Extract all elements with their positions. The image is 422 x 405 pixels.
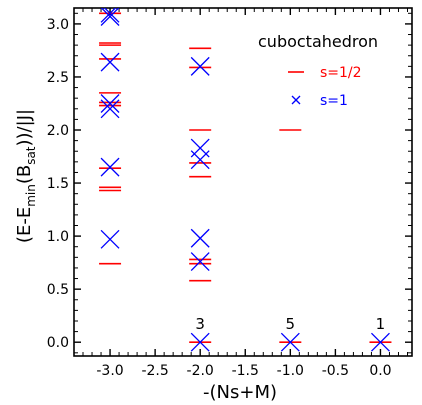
point-s-one <box>190 150 210 170</box>
point-s-one <box>100 99 120 119</box>
y-tick-label: 1.5 <box>47 176 69 192</box>
point-s-one-stroke-b <box>190 138 210 158</box>
point-s-one <box>100 8 120 23</box>
point-s-one <box>190 332 210 352</box>
point-s-one-stroke-b <box>100 94 120 113</box>
x-tick-label: -1.0 <box>277 363 304 379</box>
y-tick-label: 0.5 <box>47 282 69 298</box>
point-s-one <box>190 138 210 158</box>
point-s-one <box>100 8 120 26</box>
point-s-one <box>100 52 120 72</box>
y-tick-label: 3.0 <box>47 17 69 33</box>
x-tick-label: -2.5 <box>141 363 168 379</box>
point-s-one-stroke-b <box>100 52 120 72</box>
point-s-one <box>370 332 390 352</box>
degeneracy-labels: 3 5 1 <box>195 315 385 333</box>
point-s-one-stroke-b <box>280 332 300 352</box>
point-s-one <box>190 252 210 272</box>
data-marks <box>99 8 392 352</box>
point-s-one-stroke-b <box>100 157 120 177</box>
legend-marker-s-one <box>291 95 301 105</box>
x-tick-label: -2.0 <box>187 363 214 379</box>
point-s-one-stroke-b <box>100 229 120 249</box>
point-s-one <box>280 332 300 352</box>
legend-label-s-half: s=1/2 <box>320 65 362 81</box>
point-s-one-stroke-b <box>190 252 210 272</box>
x-tick-label: -3.0 <box>96 363 123 379</box>
degeneracy-label: 1 <box>376 315 386 333</box>
point-s-one <box>100 229 120 249</box>
degeneracy-label: 5 <box>286 315 296 333</box>
point-s-one <box>190 56 210 76</box>
point-s-one <box>100 157 120 177</box>
x-axis: -3.0 -2.5 -2.0 -1.5 -1.0 -0.5 0.0 <box>82 8 408 379</box>
legend: s=1/2 s=1 <box>288 65 362 109</box>
legend-label-s-one: s=1 <box>320 93 348 109</box>
x-tick-label: -0.5 <box>322 363 349 379</box>
plot-frame <box>73 7 413 357</box>
plot-frame-rect <box>73 7 413 357</box>
point-s-one-stroke-b <box>190 332 210 352</box>
chart-title: cuboctahedron <box>258 32 378 51</box>
point-s-one <box>100 94 120 113</box>
y-axis-label: (E-Emin(Bsat))/|J| <box>14 109 38 243</box>
y-tick-label: 1.0 <box>47 229 69 245</box>
point-s-one-stroke-b <box>190 56 210 76</box>
point-s-one-stroke-b <box>100 99 120 119</box>
point-s-one <box>190 228 210 248</box>
point-s-one-stroke-b <box>100 8 120 26</box>
y-tick-label: 2.5 <box>47 70 69 86</box>
x-axis-label: -(Ns+M) <box>203 382 277 403</box>
y-axis: 0.0 0.5 1.0 1.5 2.0 2.5 3.0 <box>47 12 412 354</box>
point-s-one-stroke-b <box>100 8 117 23</box>
point-s-one-stroke-b <box>370 332 390 352</box>
legend-x-stroke-b <box>291 95 301 105</box>
y-tick-label: 0.0 <box>47 335 69 351</box>
x-tick-label: 0.0 <box>369 363 391 379</box>
point-s-one-stroke-b <box>190 228 210 248</box>
degeneracy-label: 3 <box>195 315 205 333</box>
y-tick-label: 2.0 <box>47 123 69 139</box>
x-tick-label: -1.5 <box>232 363 259 379</box>
